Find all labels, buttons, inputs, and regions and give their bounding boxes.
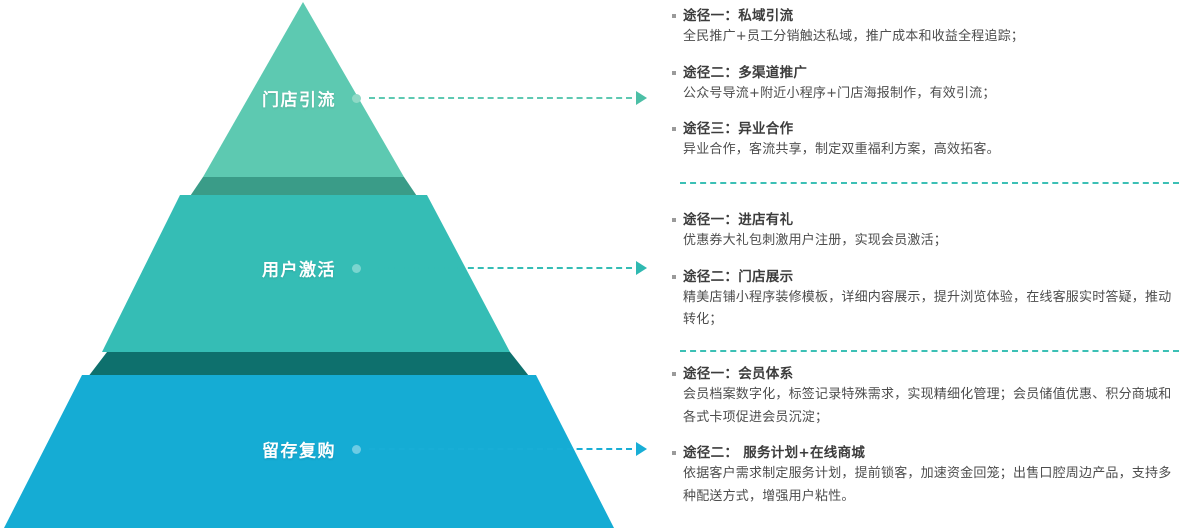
- detail-group-user-activation: 途径一：进店有礼 优惠券大礼包刺激用户注册，实现会员激活； 途径二：门店展示 精…: [672, 210, 1179, 332]
- connector-dashed-line: [369, 267, 632, 269]
- detail-item: 途径二：门店展示 精美店铺小程序装修模板，详细内容展示，提升浏览体验，在线客服实…: [672, 267, 1179, 332]
- connector-arrow-icon: [636, 442, 647, 456]
- pyramid-svg: [4, 2, 614, 528]
- connector-dot-icon: [352, 263, 361, 273]
- detail-item: 途径一：会员体系 会员档案数字化，标签记录特殊需求，实现精细化管理；会员储值优惠…: [672, 364, 1179, 429]
- section-divider: [680, 350, 1179, 352]
- square-bullet-icon: [672, 127, 676, 132]
- pyramid-tier-top: [203, 2, 404, 177]
- connector-dashed-line: [369, 97, 632, 99]
- detail-item-heading: 途径三：异业合作: [672, 119, 1179, 139]
- detail-item-body: 精美店铺小程序装修模板，详细内容展示，提升浏览体验，在线客服实时答疑，推动转化；: [683, 289, 1172, 328]
- pyramid-tier-bottom: [4, 375, 614, 528]
- detail-item-body: 会员档案数字化，标签记录特殊需求，实现精细化管理；会员储值优惠、积分商城和各式卡…: [683, 387, 1172, 425]
- detail-item-heading: 途径二：多渠道推广: [672, 63, 1179, 83]
- pyramid-tier-middle-label: 用户激活: [262, 260, 336, 281]
- detail-item-heading-text: 途径三：异业合作: [683, 121, 794, 138]
- detail-item-body: 依据客户需求制定服务计划，提前锁客，加速资金回笼；出售口腔周边产品，支持多种配送…: [683, 466, 1172, 504]
- square-bullet-icon: [672, 450, 676, 455]
- detail-item-heading-text: 途径二： 服务计划+在线商城: [683, 444, 866, 461]
- square-bullet-icon: [672, 372, 676, 376]
- detail-item-heading: 途径二：门店展示: [672, 267, 1179, 287]
- detail-item-heading-text: 途径一：私域引流: [683, 8, 794, 24]
- detail-panel: 途径一：私域引流 全民推广+员工分销触达私域，推广成本和收益全程追踪； 途径二：…: [672, 0, 1179, 528]
- detail-item-heading: 途径二： 服务计划+在线商城: [672, 443, 1179, 463]
- detail-item: 途径三：异业合作 异业合作，客流共享，制定双重福利方案，高效拓客。: [672, 119, 1179, 162]
- detail-item: 途径二： 服务计划+在线商城 依据客户需求制定服务计划，提前锁客，加速资金回笼；…: [672, 443, 1179, 508]
- square-bullet-icon: [672, 70, 676, 75]
- connector-top: [352, 91, 647, 105]
- detail-item: 途径一：私域引流 全民推广+员工分销触达私域，推广成本和收益全程追踪；: [672, 6, 1179, 49]
- detail-item-body: 公众号导流+附近小程序+门店海报制作，有效引流；: [683, 85, 996, 101]
- detail-item-heading-text: 途径二：门店展示: [683, 268, 794, 285]
- detail-item-heading-text: 途径一：会员体系: [683, 366, 794, 382]
- detail-item: 途径二：多渠道推广 公众号导流+附近小程序+门店海报制作，有效引流；: [672, 63, 1179, 106]
- detail-item-heading: 途径一：会员体系: [672, 364, 1179, 384]
- connector-dot-icon: [352, 93, 361, 103]
- detail-item-body: 全民推广+员工分销触达私域，推广成本和收益全程追踪；: [683, 29, 1025, 45]
- detail-item-heading-text: 途径一：进店有礼: [683, 212, 794, 228]
- detail-item-heading: 途径一：私域引流: [672, 6, 1179, 26]
- connector-arrow-icon: [636, 91, 647, 105]
- detail-item-body: 优惠券大礼包刺激用户注册，实现会员激活；: [683, 233, 948, 249]
- square-bullet-icon: [672, 14, 676, 18]
- section-divider: [680, 182, 1179, 184]
- detail-group-retention-repurchase: 途径一：会员体系 会员档案数字化，标签记录特殊需求，实现精细化管理；会员储值优惠…: [672, 364, 1179, 508]
- connector-middle: [352, 261, 647, 275]
- detail-group-store-traffic: 途径一：私域引流 全民推广+员工分销触达私域，推广成本和收益全程追踪； 途径二：…: [672, 6, 1179, 162]
- detail-item-body: 异业合作，客流共享，制定双重福利方案，高效拓客。: [683, 142, 1000, 158]
- square-bullet-icon: [672, 274, 676, 279]
- connector-dashed-line: [369, 448, 632, 450]
- connector-dot-icon: [352, 444, 361, 454]
- pyramid-tier-bottom-label: 留存复购: [262, 441, 336, 462]
- pyramid-tier-middle: [102, 195, 510, 352]
- detail-item-heading-text: 途径二：多渠道推广: [683, 64, 808, 81]
- detail-item-heading: 途径一：进店有礼: [672, 210, 1179, 230]
- connector-arrow-icon: [636, 261, 647, 275]
- pyramid-diagram: 门店引流 用户激活 留存复购: [4, 2, 647, 528]
- connector-bottom: [352, 442, 647, 456]
- square-bullet-icon: [672, 218, 676, 222]
- detail-item: 途径一：进店有礼 优惠券大礼包刺激用户注册，实现会员激活；: [672, 210, 1179, 253]
- pyramid-tier-top-label: 门店引流: [262, 90, 336, 111]
